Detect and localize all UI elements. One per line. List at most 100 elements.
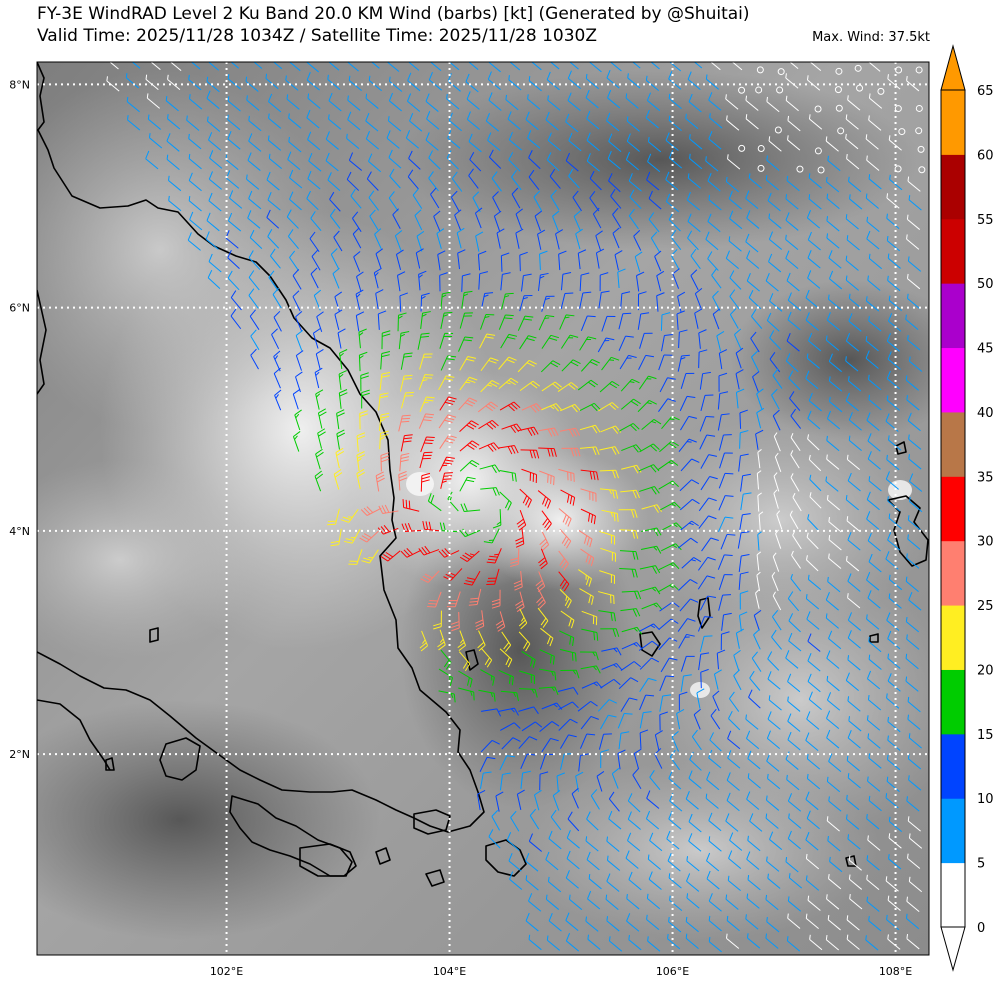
wind-barb (168, 195, 182, 212)
wind-barb (518, 706, 539, 715)
wind-barb (586, 851, 600, 871)
wind-barb (168, 175, 182, 192)
wind-barb (708, 836, 722, 852)
wind-barb (908, 733, 922, 749)
wind-barb (639, 729, 649, 749)
wind-barb (848, 874, 863, 890)
wind-barb (579, 424, 601, 434)
wind-barb (626, 894, 640, 910)
wind-barb (888, 295, 902, 311)
wind-barb (658, 562, 680, 571)
wind-barb (599, 446, 620, 455)
wind-barb (739, 409, 748, 429)
wind-barb (248, 190, 262, 210)
wind-barb (708, 893, 722, 912)
wind-barb (398, 331, 410, 350)
wind-barb (459, 312, 473, 329)
wind-barb (479, 464, 500, 474)
wind-barb (677, 618, 696, 632)
wind-barb (608, 936, 623, 952)
wind-barb (790, 408, 802, 429)
wind-barb (740, 492, 752, 511)
wind-barb (650, 231, 660, 253)
wind-barb (751, 309, 763, 329)
wind-barb (508, 152, 521, 172)
wind-barb (866, 614, 880, 630)
wind-barb (846, 154, 860, 170)
wind-barb (680, 674, 692, 692)
wind-barb (826, 495, 841, 511)
wind-barb (676, 709, 685, 730)
wind-barb (654, 250, 662, 272)
wind-barb (230, 290, 242, 311)
wind-barb (607, 150, 621, 170)
wind-barb (639, 711, 652, 729)
wind-barb (887, 895, 901, 911)
wind-barb (788, 613, 801, 633)
wind-barb (639, 443, 660, 453)
wind-barb (459, 420, 479, 432)
wind-barb (657, 460, 679, 471)
wind-barb (559, 427, 581, 438)
wind-barb (475, 610, 485, 631)
wind-barb (314, 470, 324, 492)
wind-barb (699, 416, 715, 432)
wind-barb (751, 350, 760, 372)
wind-barb (517, 359, 537, 373)
wind-barb (248, 115, 262, 132)
wind-barb (700, 668, 709, 689)
wind-barb (552, 790, 561, 811)
wind-barb (479, 756, 496, 773)
wind-barb (868, 915, 882, 932)
wind-barb (419, 396, 435, 412)
wind-barb (511, 169, 522, 191)
wind-barb (369, 209, 379, 231)
wind-barb (531, 62, 542, 71)
wind-barb (676, 310, 685, 330)
wind-barb (399, 292, 408, 312)
wind-barb (366, 171, 379, 191)
wind-barb (438, 414, 457, 429)
wind-barb (507, 111, 521, 130)
wind-barb (887, 716, 901, 733)
wind-barb (633, 230, 642, 251)
wind-barb (289, 169, 303, 189)
wind-barb (109, 62, 119, 70)
wind-barb (397, 312, 407, 332)
wind-barb (774, 126, 782, 134)
wind-barb (580, 469, 599, 481)
wind-barb (866, 491, 880, 511)
wind-barb (438, 668, 454, 686)
wind-barb (846, 794, 860, 811)
wind-barb (687, 173, 701, 189)
wind-barb (806, 711, 820, 730)
wind-barb (477, 250, 487, 271)
wind-barb (828, 376, 843, 392)
wind-barb (580, 665, 601, 674)
wind-barb (538, 686, 559, 696)
wind-barb (789, 62, 799, 70)
wind-barb (579, 402, 601, 412)
wind-barb (805, 831, 819, 851)
wind-barb (768, 136, 782, 152)
wind-barb (580, 315, 596, 331)
wind-barb (845, 214, 859, 230)
wind-barb (559, 528, 572, 549)
wind-barb (538, 548, 548, 570)
wind-barb (905, 616, 920, 633)
wind-barb (386, 130, 400, 149)
wind-barb (772, 609, 782, 631)
wind-barb (806, 353, 820, 369)
wind-barb (515, 208, 523, 230)
wind-barb (500, 252, 510, 272)
wind-barb (721, 612, 732, 631)
wind-barb (567, 92, 581, 112)
wind-barb (627, 832, 641, 852)
wind-barb (499, 772, 511, 791)
wind-barb (638, 464, 660, 473)
wind-barb (906, 933, 920, 950)
wind-barb (772, 591, 782, 611)
wind-barb (208, 192, 222, 212)
wind-barb (791, 550, 801, 569)
wind-barb (751, 651, 762, 672)
